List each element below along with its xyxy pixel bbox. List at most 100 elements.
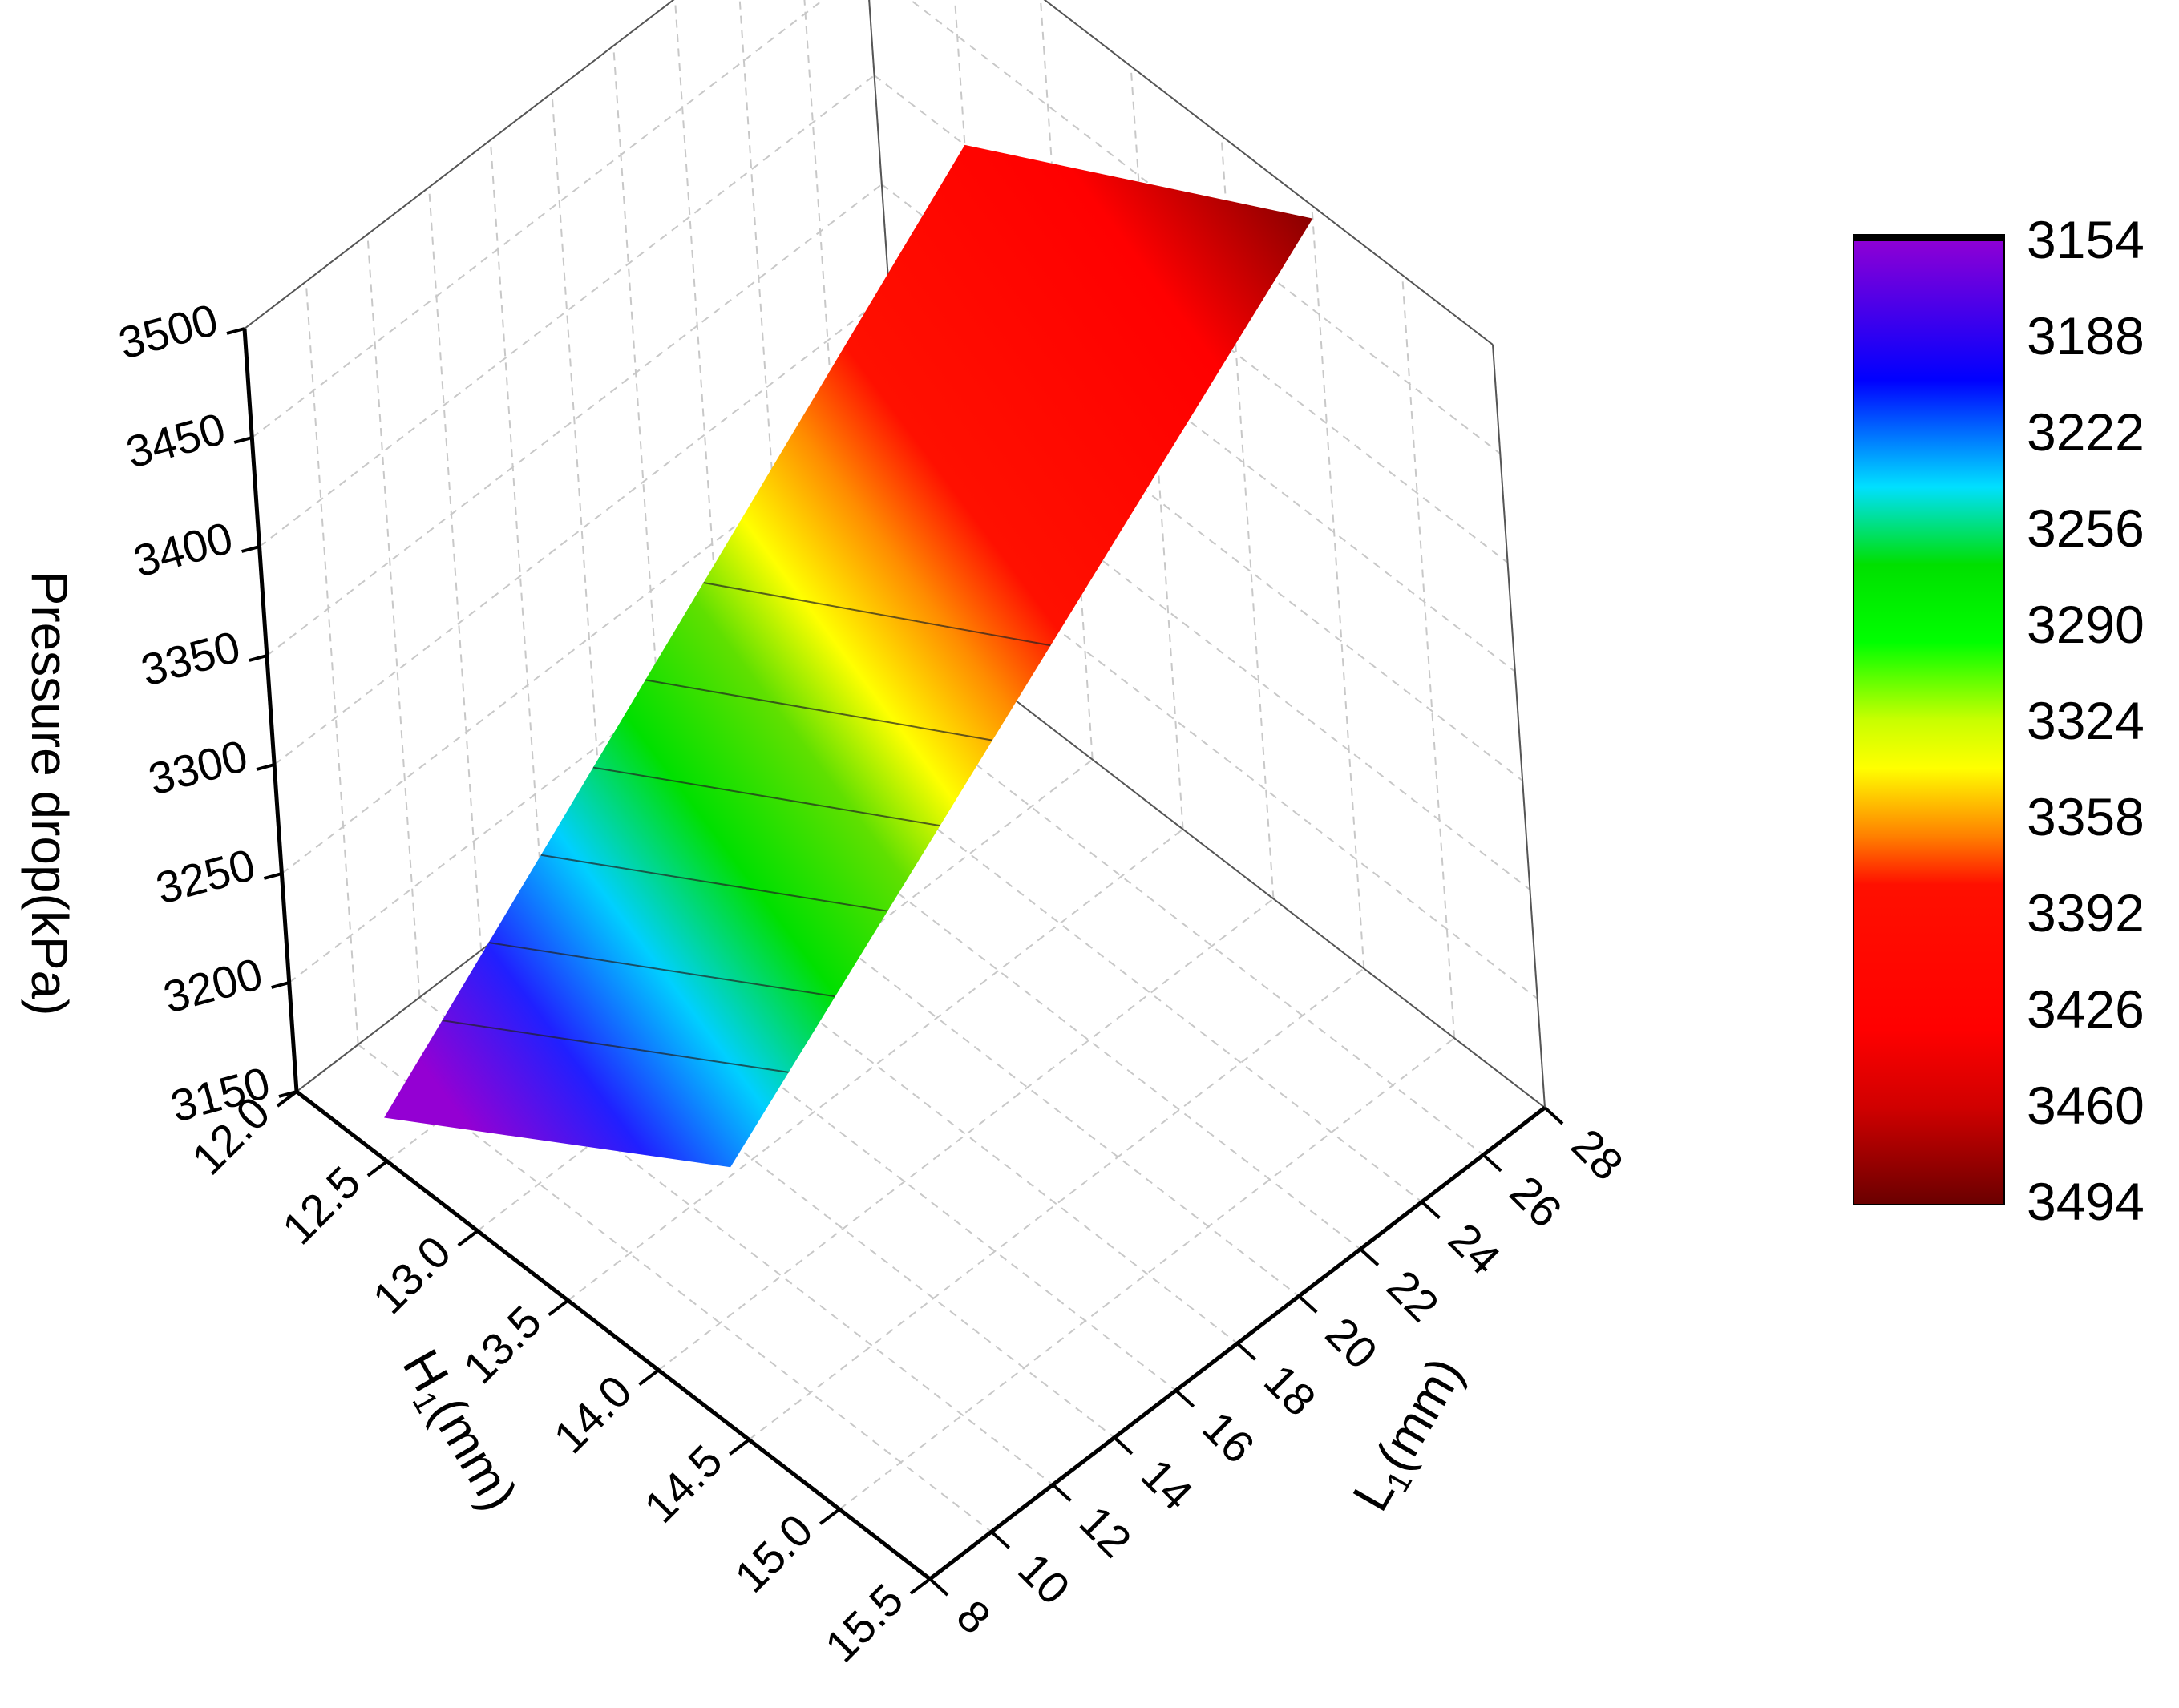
pressure-surface [384,144,1313,1168]
x-tick [276,1090,298,1108]
z-tick [226,327,245,335]
box-edge [911,620,1546,1108]
contour-line [592,766,940,827]
y-tick-label: 22 [1377,1260,1449,1331]
colorbar-top-edge [1854,235,2004,241]
colorbar-tick-label: 3256 [2027,499,2145,558]
left-wall-grid-line-z [251,0,825,438]
y-tick-label: 20 [1316,1307,1388,1379]
x-tick [638,1368,660,1387]
y-tick-label: 28 [1562,1119,1634,1190]
z-axis-label: Pressure drop(kPa) [21,571,79,1016]
y-tick-label: 14 [1132,1449,1203,1520]
left-wall-grid-line-z [244,0,675,329]
y-tick [990,1530,1011,1549]
contour-line [645,679,993,741]
colorbar-tick-label: 3222 [2027,402,2145,462]
z-axis-line [242,328,299,1092]
left-wall-grid-line-l [612,46,667,810]
z-tick-label: 3500 [113,294,223,369]
left-wall-grid-line-l [305,281,359,1045]
y-tick [1421,1201,1441,1220]
colorbar-ticks: 3154 3188 3222 3256 3290 3324 3358 3392 3426 3460… [2027,210,2145,1231]
contour-line [703,581,1051,647]
z-tick-label: 3400 [128,512,238,587]
colorbar-tick-label: 3188 [2027,306,2145,365]
y-tick [928,1577,949,1597]
x-tick [819,1508,841,1525]
z-tick [271,981,290,989]
z-tick [256,763,275,771]
z-tick [249,654,268,662]
x-tick-label: 15.0 [725,1504,823,1602]
contour-line [488,942,835,998]
x-tick-label: 15.5 [815,1574,913,1672]
y-tick [1174,1389,1195,1408]
box-edge [1043,0,1494,345]
x-tick-label: 13.5 [453,1296,551,1394]
y-tick-label: 8 [948,1590,1001,1644]
right-wall-grid-line-h [1401,275,1456,1039]
x-tick [548,1298,569,1317]
z-tick-label: 3350 [135,621,245,696]
y-tick [1052,1483,1072,1502]
left-wall-grid-line-l [738,0,790,715]
colorbar-tick-label: 3358 [2027,787,2145,846]
x-tick [909,1577,932,1595]
right-wall-grid-line-h [1311,205,1365,969]
z-tick [263,872,282,880]
surface-patch [384,144,1313,1168]
y-tick-label: 12 [1070,1496,1142,1567]
x-axis-label-unit: (mm) [419,1387,529,1520]
z-tick [241,545,261,553]
colorbar-bar [1853,234,2005,1205]
z-tick [233,436,253,444]
floor-grid-line-h [748,967,1364,1441]
colorbar-tick-label: 3290 [2027,595,2145,654]
x-tick [457,1230,479,1247]
y-tick [1236,1342,1256,1361]
box-edge [244,0,675,329]
x-tick-label: 14.0 [544,1365,641,1463]
left-wall-grid-line-l [803,0,851,668]
x-tick [366,1160,389,1177]
y-tick [1543,1106,1564,1125]
z-tick-label: 3450 [121,403,231,478]
x-tick-label: 12.5 [273,1157,370,1254]
colorbar-tick-label: 3154 [2027,210,2145,269]
x-tick-label: 14.5 [634,1435,732,1532]
box-edge [1492,344,1546,1108]
left-wall-grid-line-l [428,187,483,951]
colorbar-tick-label: 3324 [2027,691,2145,750]
contour-line [540,854,888,912]
x-axis-line [295,1090,932,1581]
contour-line [442,1020,789,1073]
y-axis-label-unit: (mm) [1364,1347,1474,1480]
colorbar-tick-label: 3426 [2027,979,2145,1039]
x-tick-label: 13.0 [363,1226,461,1324]
left-wall-grid-line-l [489,139,544,903]
y-tick-label: 16 [1193,1402,1264,1473]
left-wall-grid-line-l [551,92,605,857]
y-tick-label: 26 [1501,1166,1572,1238]
y-tick [1297,1294,1318,1314]
y-tick-label: 10 [1009,1543,1080,1614]
y-tick-label: 18 [1255,1355,1326,1426]
y-axis-label: L1(mm) [1341,1347,1479,1523]
colorbar-tick-label: 3494 [2027,1172,2145,1231]
colorbar-tick-label: 3460 [2027,1076,2145,1135]
z-tick-label: 3300 [144,730,253,805]
y-tick [1359,1247,1380,1266]
right-wall-grid-line-z [909,0,1501,454]
left-wall-grid-line-l [366,234,421,998]
z-tick-label: 3250 [151,839,261,914]
y-tick-label: 24 [1439,1213,1510,1285]
colorbar: 3154 3188 3222 3256 3290 3324 3358 3392 3426 3460… [1853,210,2145,1231]
z-axis-label-text: Pressure drop(kPa) [21,571,79,1016]
colorbar-tick-label: 3392 [2027,883,2145,943]
z-tick-label: 3200 [158,948,268,1023]
y-tick [1113,1436,1134,1456]
x-tick [729,1438,750,1456]
left-wall-grid-line-l [674,0,728,762]
